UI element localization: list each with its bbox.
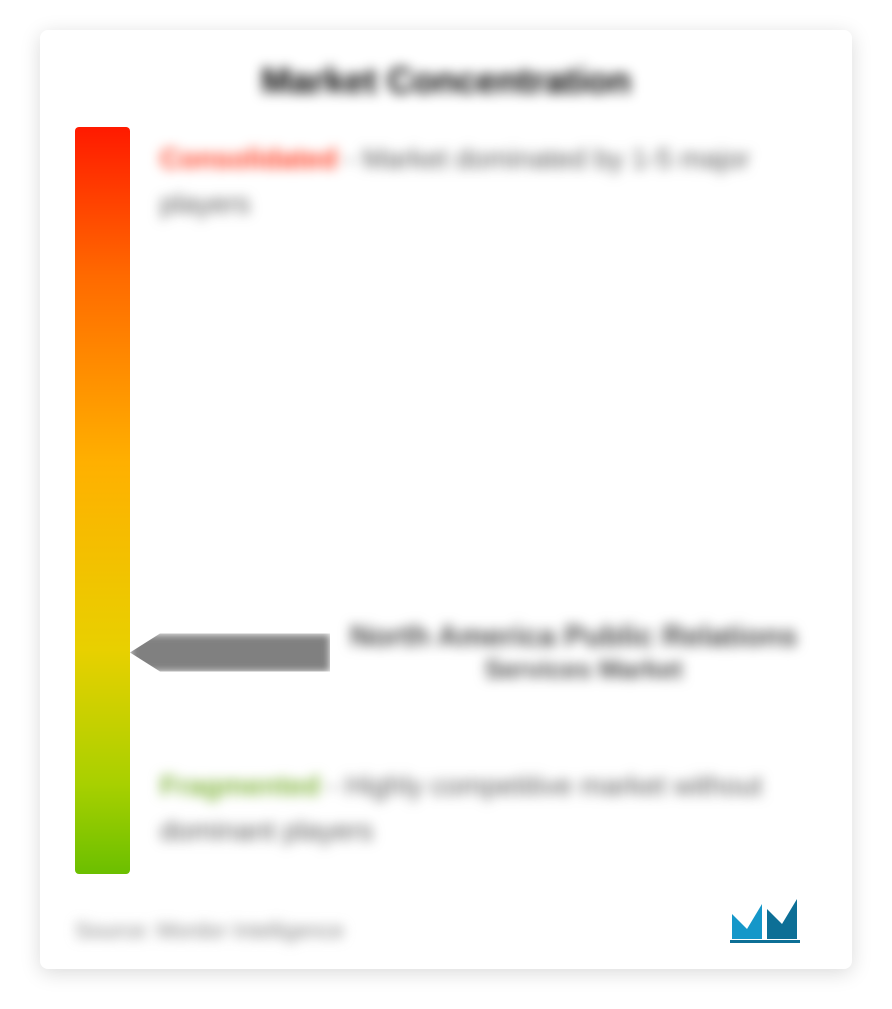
market-name-line2: Services Market xyxy=(350,654,817,685)
infographic-card: Market Concentration Consolidated - Mark… xyxy=(40,30,852,969)
fragmented-label: Fragmented xyxy=(160,770,320,801)
right-column: Consolidated - Market dominated by 1-5 m… xyxy=(160,127,817,874)
logo-icon xyxy=(727,894,817,944)
footer-row: Source: Mordor Intelligence xyxy=(75,894,817,944)
consolidated-description: Consolidated - Market dominated by 1-5 m… xyxy=(160,137,817,227)
concentration-gradient-bar xyxy=(75,127,130,874)
market-marker: North America Public Relations Services … xyxy=(130,620,817,685)
brand-logo xyxy=(727,894,817,944)
marker-text: North America Public Relations Services … xyxy=(350,620,817,685)
fragmented-description: Fragmented - Highly competitive market w… xyxy=(160,764,817,854)
market-name-line1: North America Public Relations xyxy=(350,620,817,654)
chart-title: Market Concentration xyxy=(75,60,817,102)
consolidated-label: Consolidated xyxy=(160,143,337,174)
arrow-left-icon xyxy=(130,634,330,672)
source-attribution: Source: Mordor Intelligence xyxy=(75,918,344,944)
content-row: Consolidated - Market dominated by 1-5 m… xyxy=(75,127,817,874)
